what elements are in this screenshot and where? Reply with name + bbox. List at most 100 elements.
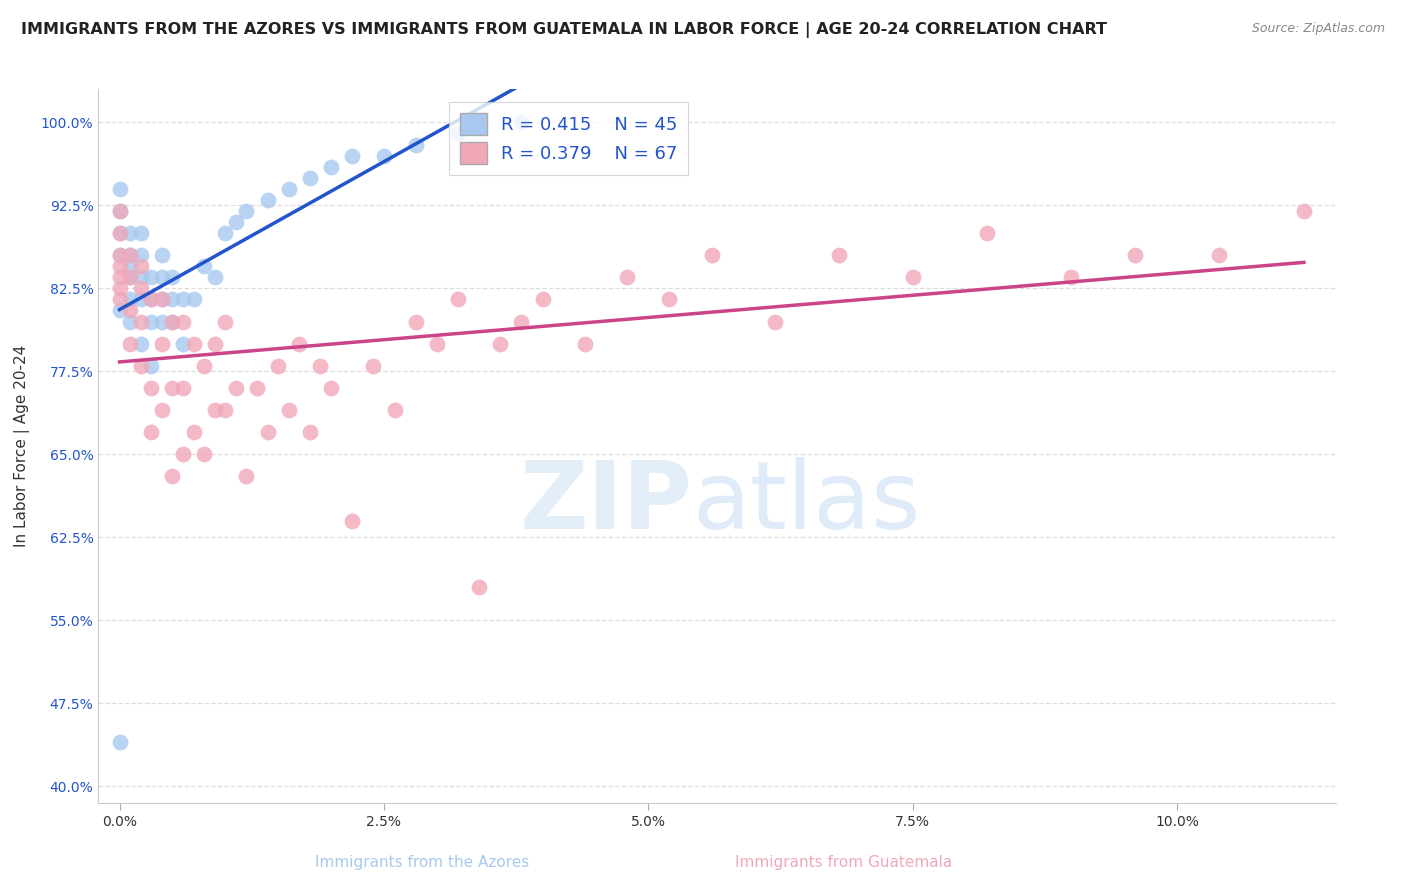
Point	[129, 314, 152, 328]
Point	[172, 293, 194, 307]
Point	[129, 359, 152, 373]
Text: ZIP: ZIP	[519, 457, 692, 549]
Point	[162, 469, 184, 483]
Point	[658, 293, 681, 307]
Point	[150, 270, 173, 285]
Point	[108, 248, 131, 262]
Point	[204, 336, 226, 351]
Text: Immigrants from the Azores: Immigrants from the Azores	[315, 855, 529, 870]
Point	[120, 314, 142, 328]
Point	[1123, 248, 1146, 262]
Point	[172, 314, 194, 328]
Point	[1292, 203, 1315, 218]
Point	[193, 447, 215, 461]
Point	[700, 248, 723, 262]
Point	[150, 293, 173, 307]
Point	[141, 293, 163, 307]
Point	[120, 226, 142, 240]
Text: IMMIGRANTS FROM THE AZORES VS IMMIGRANTS FROM GUATEMALA IN LABOR FORCE | AGE 20-: IMMIGRANTS FROM THE AZORES VS IMMIGRANTS…	[21, 22, 1107, 38]
Point	[363, 359, 385, 373]
Point	[129, 226, 152, 240]
Point	[108, 270, 131, 285]
Point	[129, 270, 152, 285]
Point	[225, 381, 247, 395]
Point	[384, 403, 406, 417]
Point	[901, 270, 924, 285]
Point	[120, 270, 142, 285]
Point	[162, 314, 184, 328]
Point	[298, 170, 321, 185]
Point	[225, 215, 247, 229]
Point	[120, 259, 142, 273]
Point	[531, 293, 554, 307]
Point	[150, 403, 173, 417]
Point	[141, 293, 163, 307]
Point	[405, 314, 427, 328]
Point	[162, 270, 184, 285]
Point	[193, 259, 215, 273]
Point	[1060, 270, 1083, 285]
Point	[342, 148, 364, 162]
Point	[405, 137, 427, 152]
Point	[162, 293, 184, 307]
Point	[183, 336, 205, 351]
Point	[510, 115, 533, 129]
Point	[129, 336, 152, 351]
Point	[574, 336, 596, 351]
Point	[120, 336, 142, 351]
Point	[267, 359, 290, 373]
Point	[108, 281, 131, 295]
Point	[129, 293, 152, 307]
Point	[510, 314, 533, 328]
Point	[172, 381, 194, 395]
Point	[447, 127, 470, 141]
Point	[108, 226, 131, 240]
Point	[108, 226, 131, 240]
Point	[129, 281, 152, 295]
Point	[150, 314, 173, 328]
Point	[150, 293, 173, 307]
Point	[108, 182, 131, 196]
Point	[120, 248, 142, 262]
Point	[288, 336, 311, 351]
Point	[162, 314, 184, 328]
Point	[246, 381, 269, 395]
Point	[373, 148, 395, 162]
Point	[214, 403, 236, 417]
Legend: R = 0.415    N = 45, R = 0.379    N = 67: R = 0.415 N = 45, R = 0.379 N = 67	[449, 102, 689, 175]
Point	[108, 735, 131, 749]
Point	[214, 226, 236, 240]
Point	[319, 160, 342, 174]
Text: atlas: atlas	[692, 457, 921, 549]
Point	[150, 248, 173, 262]
Point	[256, 425, 278, 439]
Point	[616, 270, 638, 285]
Point	[342, 514, 364, 528]
Point	[214, 314, 236, 328]
Point	[277, 403, 299, 417]
Point	[129, 248, 152, 262]
Point	[108, 248, 131, 262]
Point	[172, 336, 194, 351]
Point	[108, 303, 131, 318]
Point	[298, 425, 321, 439]
Point	[235, 469, 257, 483]
Point	[129, 259, 152, 273]
Point	[827, 248, 849, 262]
Point	[141, 270, 163, 285]
Y-axis label: In Labor Force | Age 20-24: In Labor Force | Age 20-24	[14, 345, 30, 547]
Point	[763, 314, 786, 328]
Point	[150, 336, 173, 351]
Point	[277, 182, 299, 196]
Point	[235, 203, 257, 218]
Point	[172, 447, 194, 461]
Point	[120, 248, 142, 262]
Point	[468, 580, 491, 594]
Text: Source: ZipAtlas.com: Source: ZipAtlas.com	[1251, 22, 1385, 36]
Point	[141, 359, 163, 373]
Point	[489, 336, 512, 351]
Point	[976, 226, 998, 240]
Point	[447, 293, 470, 307]
Point	[141, 314, 163, 328]
Point	[141, 381, 163, 395]
